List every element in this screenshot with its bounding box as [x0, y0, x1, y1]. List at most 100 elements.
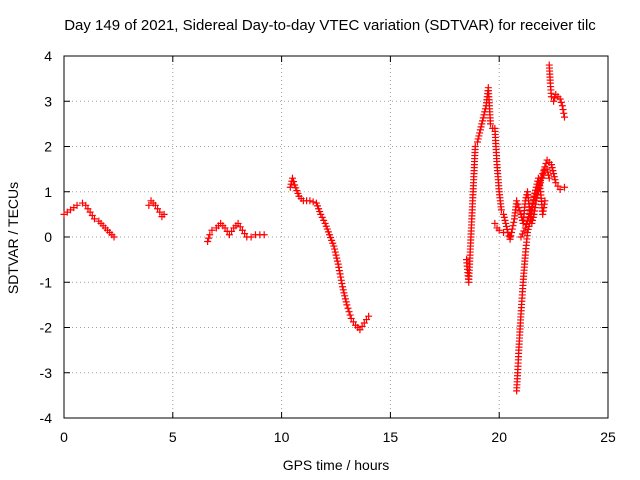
data-points	[60, 61, 568, 395]
data-point-interp	[344, 304, 352, 312]
data-point-interp	[538, 173, 546, 181]
data-point-interp	[476, 126, 484, 134]
data-point	[539, 170, 547, 178]
data-point-interp	[508, 228, 516, 236]
y-tick-label: 4	[44, 48, 52, 64]
data-point-interp	[337, 273, 345, 281]
data-point	[343, 301, 351, 309]
data-point	[330, 242, 338, 250]
data-point	[206, 231, 214, 239]
data-point	[547, 93, 555, 101]
data-point	[334, 260, 342, 268]
x-tick-label: 20	[491, 429, 507, 445]
data-point-interp	[551, 94, 559, 102]
data-point	[530, 197, 538, 205]
data-point-interp	[341, 295, 349, 303]
x-tick-label: 0	[60, 429, 68, 445]
data-point-interp	[510, 218, 518, 226]
data-point	[513, 197, 521, 205]
data-point	[247, 233, 255, 241]
data-point-interp	[560, 109, 568, 117]
data-point	[547, 161, 555, 169]
data-point-interp	[500, 213, 508, 221]
y-tick-label: -1	[40, 274, 53, 290]
data-point	[556, 185, 564, 193]
data-point-interp	[342, 298, 350, 306]
data-point-interp	[509, 222, 517, 230]
data-point-interp	[480, 111, 488, 119]
data-point	[545, 174, 553, 182]
data-point-interp	[550, 170, 558, 178]
y-tick-label: 2	[44, 139, 52, 155]
data-point	[523, 228, 531, 236]
data-point-interp	[529, 200, 537, 208]
data-point-interp	[548, 164, 556, 172]
y-tick-label: 0	[44, 229, 52, 245]
data-point-interp	[518, 230, 526, 238]
data-point-interp	[476, 129, 484, 137]
data-point-interp	[515, 204, 523, 212]
data-point-interp	[338, 280, 346, 288]
data-point	[500, 210, 508, 218]
data-point	[521, 224, 529, 232]
data-point	[556, 95, 564, 103]
data-point	[204, 238, 212, 246]
data-point-interp	[522, 221, 530, 229]
data-point	[497, 206, 505, 214]
data-point-interp	[309, 198, 317, 206]
grid	[64, 56, 608, 418]
data-point-interp	[337, 276, 345, 284]
data-point-interp	[541, 163, 549, 171]
x-tick-label: 25	[600, 429, 616, 445]
data-point-interp	[527, 207, 535, 215]
data-point-interp	[508, 225, 516, 233]
data-point-interp	[345, 308, 353, 316]
data-point	[526, 210, 534, 218]
data-point	[73, 201, 81, 209]
data-point-interp	[523, 217, 531, 225]
x-axis-label: GPS time / hours	[283, 457, 390, 473]
x-tick-label: 10	[274, 429, 290, 445]
data-point	[495, 226, 503, 234]
data-point-interp	[532, 190, 540, 198]
data-point-interp	[545, 171, 553, 179]
data-point-interp	[479, 114, 487, 122]
data-point-interp	[335, 267, 343, 275]
y-tick-label: 3	[44, 93, 52, 109]
data-point-interp	[340, 289, 348, 297]
data-point-interp	[477, 123, 485, 131]
y-tick-labels: -4 -3 -2 -1 0 1 2 3 4	[40, 48, 53, 426]
data-point	[473, 138, 481, 146]
data-point-interp	[333, 257, 341, 265]
data-point-interp	[549, 167, 557, 175]
data-point-interp	[205, 234, 213, 242]
data-point-interp	[333, 254, 341, 262]
data-point	[502, 219, 510, 227]
data-point-interp	[331, 248, 339, 256]
data-point-interp	[335, 263, 343, 271]
data-point	[317, 210, 325, 218]
data-point	[506, 235, 514, 243]
data-point	[558, 102, 566, 110]
data-point-interp	[290, 178, 298, 186]
data-point	[471, 143, 479, 150]
data-point	[491, 219, 499, 227]
data-point	[560, 113, 568, 121]
data-point	[208, 226, 216, 234]
data-point	[156, 208, 164, 216]
data-point-interp	[528, 204, 536, 212]
data-point	[560, 183, 568, 191]
x-tick-label: 5	[169, 429, 177, 445]
y-axis-label: SDTVAR / TECUs	[5, 182, 21, 294]
data-point-interp	[474, 135, 482, 143]
data-point-interp	[533, 187, 541, 195]
data-point	[306, 197, 314, 205]
data-point-interp	[551, 176, 559, 184]
data-point-interp	[557, 98, 565, 106]
data-point-interp	[531, 193, 539, 201]
chart-title: Day 149 of 2021, Sidereal Day-to-day VTE…	[64, 17, 596, 34]
data-point	[550, 97, 558, 105]
data-point	[517, 233, 525, 241]
data-point	[288, 174, 296, 182]
